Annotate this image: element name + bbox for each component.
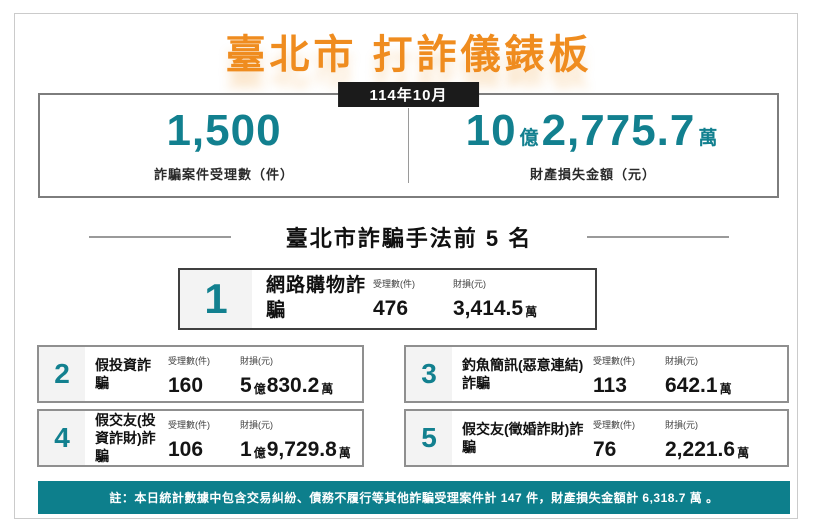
summary-divider [408, 108, 409, 183]
header-line-left [88, 236, 231, 238]
value-number: 2,775.7 [541, 105, 696, 155]
cases-column: 受理數(件) 113 [593, 347, 665, 401]
cases-header: 受理數(件) [168, 356, 210, 366]
value-number: 5 [240, 374, 252, 397]
rank-number: 3 [421, 358, 437, 389]
footer-note-bar: 註：本日統計數據中包含交易糾紛、債務不履行等其他詐騙受理案件計 147 件，財產… [38, 481, 790, 514]
value-unit: 萬 [737, 446, 750, 460]
value-unit: 萬 [698, 127, 718, 149]
summary-box: 114年10月 1,500 詐騙案件受理數（件） 10 億 2,775.7 萬 財產損… [38, 82, 779, 198]
cases-value: 160 [168, 374, 204, 397]
rank-number-panel: 3 [406, 347, 452, 401]
loss-column: 財損(元) 1 億 9,729.8 萬 [240, 411, 362, 465]
ranking-section-title: 臺北市詐騙手法前 5 名 [285, 226, 533, 251]
footer-note-text: 註：本日統計數據中包含交易糾紛、債務不履行等其他詐騙受理案件計 147 件，財產… [109, 491, 719, 505]
rank-box-1: 1 網路購物詐騙 受理數(件) 476 財損(元) 3,414.5 萬 [178, 268, 597, 330]
rank-number-panel: 1 [180, 270, 252, 328]
loss-column: 財損(元) 5 億 830.2 萬 [240, 347, 362, 401]
value-unit: 億 [519, 127, 539, 149]
cases-header: 受理數(件) [593, 420, 635, 430]
value-number: 9,729.8 [266, 438, 337, 461]
cases-header: 受理數(件) [593, 356, 635, 366]
cases-column: 受理數(件) 160 [168, 347, 240, 401]
cases-value: 76 [593, 438, 617, 461]
rank-box-5: 5 假交友(徵婚詐財)詐騙 受理數(件) 76 財損(元) 2,221.6 萬 [404, 409, 789, 467]
cases-value: 476 [373, 297, 409, 320]
cases-column: 受理數(件) 476 [373, 270, 453, 328]
loss-column: 財損(元) 2,221.6 萬 [665, 411, 787, 465]
rank-number: 1 [204, 275, 228, 322]
value-number: 2,221.6 [665, 438, 736, 461]
fraud-type-name: 釣魚簡訊(惡意連結)詐騙 [462, 356, 584, 391]
value-number: 3,414.5 [453, 297, 524, 320]
rank-box-3: 3 釣魚簡訊(惡意連結)詐騙 受理數(件) 113 財損(元) 642.1 萬 [404, 345, 789, 403]
cases-label: 詐騙案件受理數（件） [153, 166, 294, 182]
value-unit: 萬 [525, 305, 538, 319]
loss-column: 財損(元) 3,414.5 萬 [453, 270, 595, 328]
cases-header: 受理數(件) [373, 279, 415, 289]
value-unit: 萬 [719, 382, 732, 396]
period-badge: 114年10月 [337, 82, 480, 107]
cases-header: 受理數(件) [168, 420, 210, 430]
fraud-type-name: 假投資詐騙 [95, 356, 151, 391]
loss-label: 財產損失金額（元） [529, 166, 656, 182]
value-unit: 億 [253, 382, 266, 396]
page-title: 臺北市 打詐儀錶板 [225, 33, 593, 77]
value-unit: 萬 [338, 446, 351, 460]
rank-number-panel: 2 [39, 347, 85, 401]
loss-header: 財損(元) [240, 420, 273, 430]
loss-header: 財損(元) [453, 279, 486, 289]
rank-box-2: 2 假投資詐騙 受理數(件) 160 財損(元) 5 億 830.2 萬 [37, 345, 364, 403]
loss-value: 3,414.5 萬 [453, 298, 591, 319]
value-number: 642.1 [665, 374, 718, 397]
loss-header: 財損(元) [665, 420, 698, 430]
ranking-section-header: 臺北市詐騙手法前 5 名 [0, 222, 818, 252]
loss-value: 5 億 830.2 萬 [240, 375, 358, 396]
rank-number-panel: 5 [406, 411, 452, 465]
summary-loss: 10 億 2,775.7 萬 財產損失金額（元） [409, 95, 777, 196]
rank-number: 5 [421, 422, 437, 453]
cases-value: 106 [168, 438, 204, 461]
rank-number: 4 [54, 422, 70, 453]
fraud-type-name: 網路購物詐騙 [266, 275, 367, 321]
cases-column: 受理數(件) 76 [593, 411, 665, 465]
fraud-type-name: 假交友(投資詐財)詐騙 [95, 411, 156, 465]
value-unit: 億 [253, 446, 266, 460]
fraud-type-name: 假交友(徵婚詐財)詐騙 [462, 420, 584, 455]
cases-column: 受理數(件) 106 [168, 411, 240, 465]
cases-value: 113 [593, 374, 627, 397]
rank-number: 2 [54, 358, 70, 389]
loss-header: 財損(元) [665, 356, 698, 366]
rank-number-panel: 4 [39, 411, 85, 465]
summary-cases: 1,500 詐騙案件受理數（件） [40, 95, 408, 196]
loss-value: 1 億 9,729.8 萬 [240, 439, 358, 460]
loss-value: 2,221.6 萬 [665, 439, 783, 460]
value-unit: 萬 [321, 382, 334, 396]
value-number: 830.2 [266, 374, 320, 397]
loss-column: 財損(元) 642.1 萬 [665, 347, 787, 401]
value-number: 10 [465, 105, 517, 155]
header-line-right [587, 236, 730, 238]
loss-value: 642.1 萬 [665, 375, 783, 396]
loss-header: 財損(元) [240, 356, 273, 366]
rank-box-4: 4 假交友(投資詐財)詐騙 受理數(件) 106 財損(元) 1 億 9,729.8… [37, 409, 364, 467]
value-number: 1 [240, 438, 252, 461]
cases-value: 1,500 [166, 105, 282, 155]
loss-value: 10 億 2,775.7 萬 [465, 105, 721, 155]
